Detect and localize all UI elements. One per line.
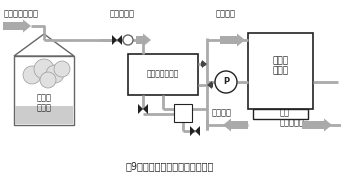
- Bar: [128, 54, 198, 95]
- Circle shape: [215, 71, 237, 93]
- Polygon shape: [14, 34, 74, 56]
- Polygon shape: [117, 35, 122, 45]
- Circle shape: [23, 66, 41, 84]
- Bar: [174, 104, 192, 122]
- Text: 再蒸発蒸気: 再蒸発蒸気: [110, 9, 135, 18]
- FancyArrow shape: [302, 119, 332, 132]
- FancyArrow shape: [201, 60, 207, 68]
- Text: 温水回収: 温水回収: [216, 9, 236, 18]
- FancyArrow shape: [207, 81, 213, 89]
- Circle shape: [46, 65, 64, 83]
- Bar: [15, 106, 73, 124]
- Text: ドレン
タンク: ドレン タンク: [36, 93, 51, 113]
- Polygon shape: [112, 35, 117, 45]
- Polygon shape: [143, 104, 148, 114]
- FancyArrow shape: [136, 33, 151, 47]
- Bar: [253, 109, 308, 119]
- Text: P: P: [223, 77, 229, 87]
- Circle shape: [54, 61, 70, 77]
- Text: 廃蒸気熱交換器: 廃蒸気熱交換器: [147, 70, 179, 79]
- Bar: [248, 33, 313, 109]
- Text: 図9　廃蒸気を温水として再利用: 図9 廃蒸気を温水として再利用: [126, 161, 214, 171]
- Polygon shape: [195, 126, 200, 136]
- FancyArrow shape: [223, 119, 248, 132]
- Bar: [14, 56, 74, 125]
- Text: 冷水循環: 冷水循環: [212, 108, 232, 117]
- FancyArrow shape: [3, 20, 31, 33]
- Circle shape: [34, 59, 54, 79]
- Circle shape: [123, 35, 133, 45]
- Polygon shape: [138, 104, 143, 114]
- Text: 工程湯
タンク: 工程湯 タンク: [272, 56, 288, 76]
- Text: プロセスドレン: プロセスドレン: [4, 9, 39, 18]
- Text: 生産
プロセスへ: 生産 プロセスへ: [280, 108, 305, 127]
- FancyArrow shape: [220, 33, 245, 47]
- Polygon shape: [190, 126, 195, 136]
- Circle shape: [40, 72, 56, 88]
